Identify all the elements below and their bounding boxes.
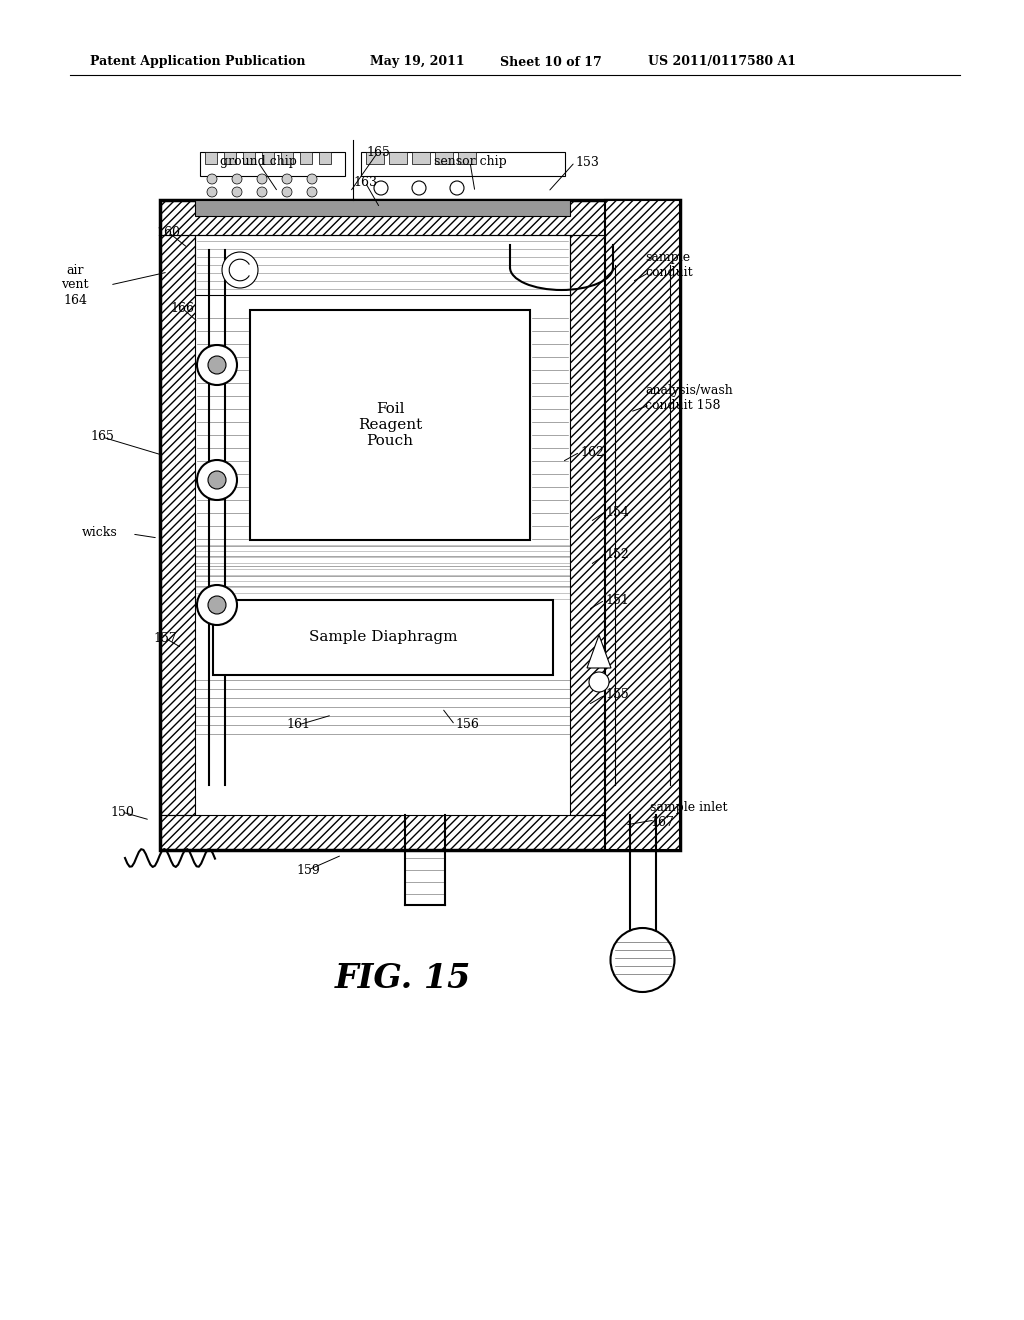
Bar: [281, 152, 293, 164]
Bar: [213, 601, 553, 675]
Text: 151: 151: [605, 594, 629, 606]
Circle shape: [208, 597, 226, 614]
Bar: [160, 201, 680, 235]
Text: 161: 161: [286, 718, 310, 731]
Bar: [195, 235, 570, 294]
Text: 163: 163: [353, 176, 377, 189]
Text: wicks: wicks: [82, 525, 118, 539]
Bar: [160, 201, 680, 850]
Text: Sheet 10 of 17: Sheet 10 of 17: [500, 55, 602, 69]
Text: sample inlet
167: sample inlet 167: [650, 801, 727, 829]
Bar: [262, 152, 274, 164]
Bar: [160, 814, 680, 850]
Text: air
vent
164: air vent 164: [61, 264, 89, 306]
Bar: [435, 152, 453, 164]
Bar: [366, 152, 384, 164]
Text: US 2011/0117580 A1: US 2011/0117580 A1: [648, 55, 796, 69]
Circle shape: [257, 174, 267, 183]
Bar: [243, 152, 255, 164]
Text: Patent Application Publication: Patent Application Publication: [90, 55, 305, 69]
Text: 160: 160: [156, 226, 180, 239]
Bar: [205, 152, 217, 164]
Circle shape: [197, 459, 237, 500]
Text: 150: 150: [110, 805, 134, 818]
Circle shape: [257, 187, 267, 197]
Circle shape: [222, 252, 258, 288]
Polygon shape: [587, 635, 611, 668]
Bar: [200, 152, 345, 176]
Bar: [412, 152, 430, 164]
Bar: [605, 201, 680, 850]
Circle shape: [307, 187, 317, 197]
Text: ground chip: ground chip: [219, 156, 296, 169]
Bar: [458, 152, 476, 164]
Text: 165: 165: [90, 430, 114, 444]
Circle shape: [307, 174, 317, 183]
Text: sample
conduit: sample conduit: [645, 251, 692, 279]
Text: 153: 153: [575, 156, 599, 169]
Circle shape: [207, 174, 217, 183]
Circle shape: [282, 187, 292, 197]
Text: 157: 157: [154, 631, 177, 644]
Bar: [250, 310, 530, 540]
Circle shape: [208, 356, 226, 374]
Text: Foil
Reagent
Pouch: Foil Reagent Pouch: [357, 401, 422, 449]
Circle shape: [208, 471, 226, 488]
Text: 166: 166: [170, 301, 194, 314]
Circle shape: [610, 928, 675, 993]
Circle shape: [232, 174, 242, 183]
Bar: [224, 152, 236, 164]
Bar: [160, 235, 195, 814]
Bar: [195, 201, 570, 216]
Text: 152: 152: [605, 549, 629, 561]
Text: analysis/wash
conduit 158: analysis/wash conduit 158: [645, 384, 733, 412]
Text: 159: 159: [296, 863, 319, 876]
Text: 155: 155: [605, 689, 629, 701]
Text: sensor chip: sensor chip: [433, 156, 507, 169]
Circle shape: [374, 181, 388, 195]
Text: 165: 165: [366, 145, 390, 158]
Circle shape: [207, 187, 217, 197]
Text: 156: 156: [455, 718, 479, 731]
Circle shape: [412, 181, 426, 195]
Bar: [361, 152, 565, 176]
Text: 162: 162: [580, 446, 604, 458]
Bar: [319, 152, 331, 164]
Circle shape: [197, 585, 237, 624]
Bar: [570, 235, 605, 814]
Circle shape: [197, 345, 237, 385]
Text: May 19, 2011: May 19, 2011: [370, 55, 465, 69]
Bar: [300, 152, 312, 164]
Circle shape: [232, 187, 242, 197]
Circle shape: [589, 672, 609, 692]
Text: 154: 154: [605, 506, 629, 519]
Text: FIG. 15: FIG. 15: [335, 961, 471, 994]
Text: Sample Diaphragm: Sample Diaphragm: [309, 631, 458, 644]
Bar: [389, 152, 407, 164]
Circle shape: [450, 181, 464, 195]
Bar: [605, 201, 680, 850]
Circle shape: [282, 174, 292, 183]
